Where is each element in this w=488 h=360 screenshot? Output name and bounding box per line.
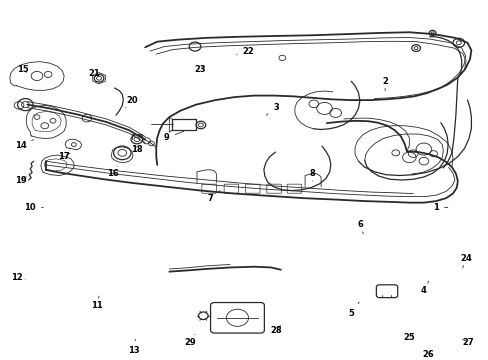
Text: 26: 26 xyxy=(422,350,434,359)
Text: 4: 4 xyxy=(420,281,428,295)
Text: 19: 19 xyxy=(15,176,26,185)
Text: 22: 22 xyxy=(236,46,254,55)
Text: 15: 15 xyxy=(17,66,28,75)
Text: 20: 20 xyxy=(125,96,138,108)
Text: 27: 27 xyxy=(462,338,473,347)
Text: 5: 5 xyxy=(347,302,359,318)
Text: 10: 10 xyxy=(24,203,43,212)
Text: 14: 14 xyxy=(15,140,34,150)
Text: 25: 25 xyxy=(403,333,414,342)
Text: 17: 17 xyxy=(58,152,70,161)
Text: 21: 21 xyxy=(88,69,100,78)
Text: 13: 13 xyxy=(128,339,140,355)
Text: 6: 6 xyxy=(357,220,363,234)
Text: 18: 18 xyxy=(131,145,142,154)
Text: 16: 16 xyxy=(106,166,118,178)
Text: 8: 8 xyxy=(309,169,315,181)
Text: 7: 7 xyxy=(207,190,220,203)
Text: 2: 2 xyxy=(382,77,387,91)
Text: 23: 23 xyxy=(194,66,205,75)
Text: 28: 28 xyxy=(270,325,281,334)
Text: 3: 3 xyxy=(266,103,278,115)
Text: 24: 24 xyxy=(460,254,471,268)
Text: 29: 29 xyxy=(184,334,196,347)
Text: 1: 1 xyxy=(432,203,447,212)
Text: 11: 11 xyxy=(91,296,102,310)
Text: 12: 12 xyxy=(11,273,25,282)
Text: 9: 9 xyxy=(163,131,183,142)
